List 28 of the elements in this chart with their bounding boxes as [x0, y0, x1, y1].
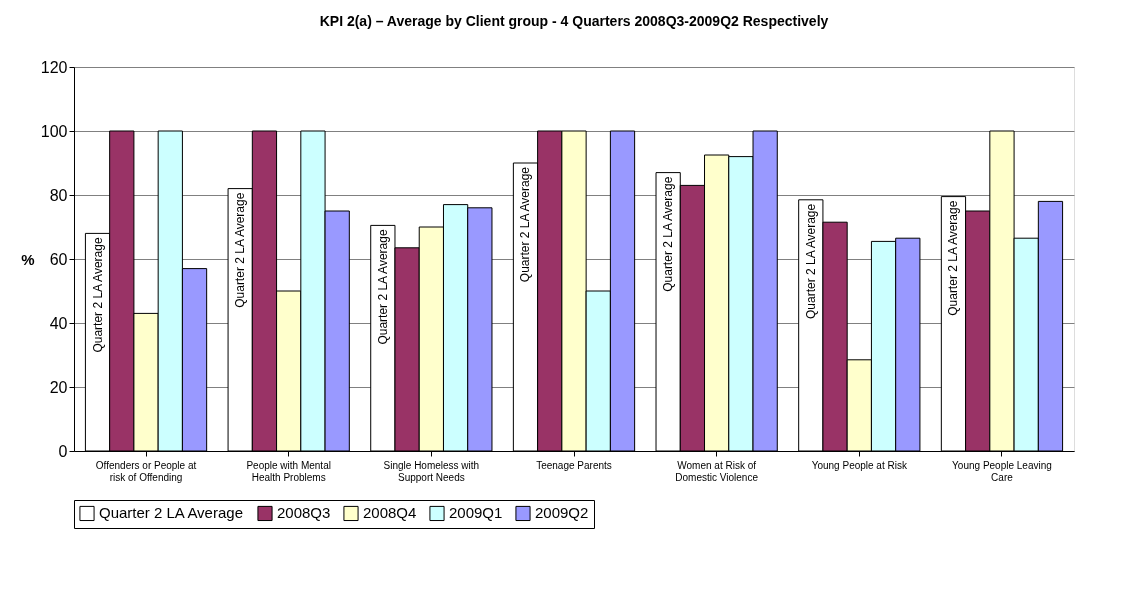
text: Quarter 2 LA Average: [661, 176, 676, 292]
x-tick-label: Teenage Parents: [536, 459, 612, 471]
y-axis-title: %: [21, 250, 35, 268]
x-tick-label: Single Homeless with Support Needs: [383, 459, 480, 483]
text: Quarter 2 LA Average: [233, 192, 248, 308]
y-tick-label: 60: [49, 250, 68, 268]
x-tick-label: Women at Risk of Domestic Violence: [675, 459, 759, 483]
legend-label: Quarter 2 LA Average: [99, 504, 243, 522]
legend-label: 2008Q3: [277, 504, 331, 522]
y-tick-label: 100: [40, 122, 68, 140]
text: Quarter 2 LA Average: [375, 229, 390, 345]
text: Quarter 2 LA Average: [518, 167, 533, 283]
legend-label: 2009Q1: [449, 504, 503, 522]
y-tick-label: 120: [40, 58, 68, 76]
chart-title: KPI 2(a) – Average by Client group - 4 Quarters 2008Q3-2009Q2 Respectively: [319, 13, 829, 29]
y-tick-label: 80: [49, 186, 68, 204]
y-tick-label: 0: [58, 442, 68, 460]
y-tick-label: 20: [49, 378, 68, 396]
legend-label: 2009Q2: [535, 504, 589, 522]
x-tick-label: Young People at Risk: [811, 459, 908, 471]
legend-label: 2008Q4: [363, 504, 417, 522]
x-tick-label: Offenders or People at risk of Offending: [95, 459, 197, 483]
text: Quarter 2 LA Average: [90, 237, 105, 353]
y-tick-label: 40: [49, 314, 68, 332]
x-tick-label: People with Mental Health Problems: [246, 459, 331, 483]
text: Quarter 2 LA Average: [946, 200, 961, 316]
x-tick-label: Young People Leaving Care: [952, 459, 1052, 483]
text: Quarter 2 LA Average: [803, 203, 818, 319]
